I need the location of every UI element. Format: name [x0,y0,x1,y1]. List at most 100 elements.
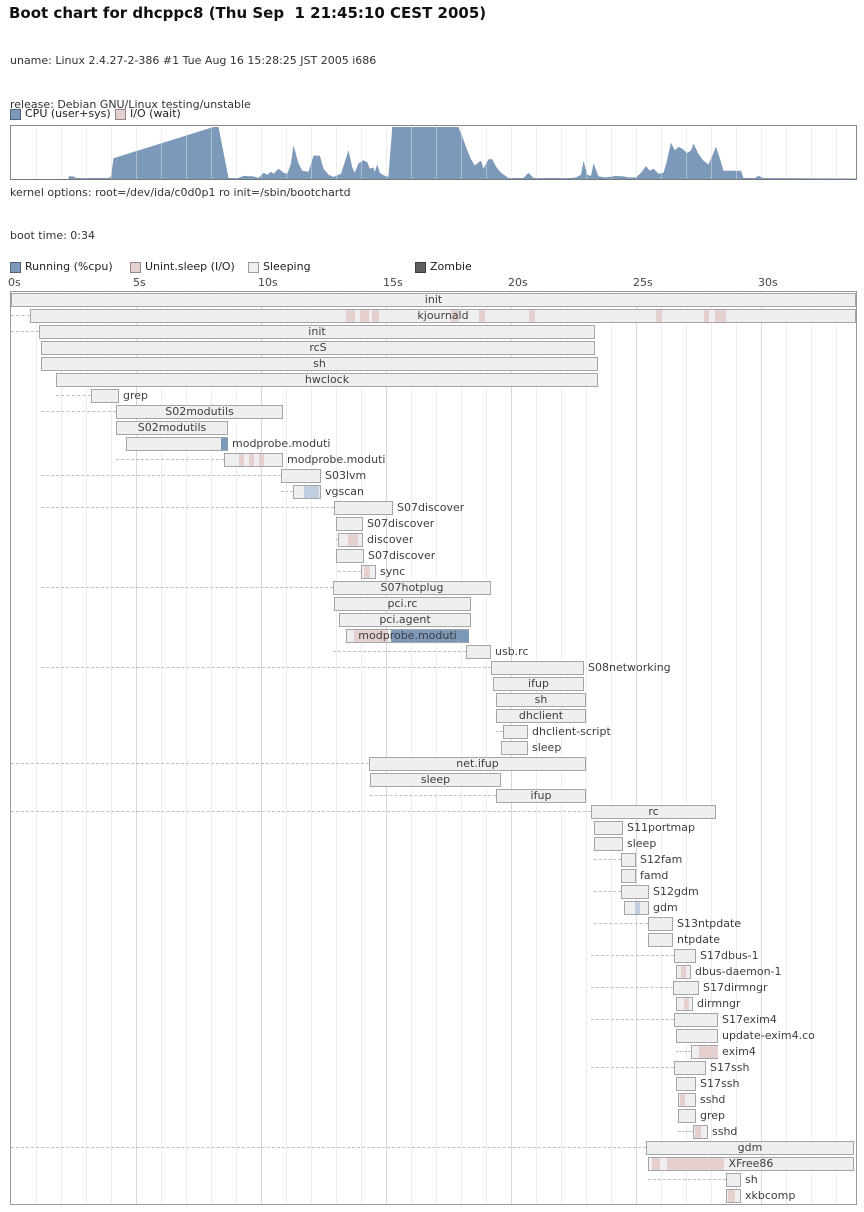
process-row: sync [11,564,856,580]
process-row: ifup [11,676,856,692]
time-axis-label: 30s [758,276,778,289]
connector-line [41,475,281,476]
process-bar [339,613,471,627]
connector-line [676,1051,691,1052]
legend-swatch-cpu-icon [10,109,21,120]
process-label: pci.agent [379,613,431,626]
process-row: init [11,324,856,340]
time-axis-label: 5s [133,276,146,289]
process-bar [41,341,595,355]
legend-label: I/O (wait) [130,107,181,120]
process-bar [126,437,228,451]
process-bar [336,549,364,563]
process-label: sync [380,565,406,578]
process-bar [503,725,528,739]
gridline [786,292,787,1204]
process-label: S07discover [367,517,435,530]
process-label: sshd [712,1125,738,1138]
process-row: sh [11,1172,856,1188]
io-segment [372,310,379,322]
connector-line [11,331,39,332]
process-label: pci.rc [387,597,418,610]
gridline [636,292,637,1204]
process-row: usb.rc [11,644,856,660]
process-row: S12gdm [11,884,856,900]
connector-line [333,651,466,652]
process-label: rcS [309,341,327,354]
process-row: sh [11,692,856,708]
legend-swatch-sleep-icon [248,262,259,273]
process-row: gdm [11,900,856,916]
io-segment [364,566,370,578]
cpul-segment [303,486,319,498]
process-row: S11portmap [11,820,856,836]
process-bar [673,981,699,995]
process-label: xkbcomp [745,1189,796,1202]
process-chart-legend: Running (%cpu) Unint.sleep (I/O) Sleeping Z… [10,260,855,274]
process-label: dirmngr [697,997,741,1010]
io-segment [348,534,358,546]
process-label: modprobe.moduti [232,437,331,450]
legend-swatch-io-icon [130,262,141,273]
connector-line [41,587,333,588]
process-bar [56,373,598,387]
cpu-segment [391,630,469,642]
gridline [61,292,62,1204]
cpu-chart-legend: CPU (user+sys) I/O (wait) [10,107,855,121]
process-row: dhclient-script [11,724,856,740]
process-label: dbus-daemon-1 [695,965,782,978]
process-label: init [424,293,443,306]
process-label: hwclock [304,373,350,386]
gridline [361,292,362,1204]
process-label: S07discover [397,501,465,514]
connector-line [648,1179,726,1180]
process-row: S08networking [11,660,856,676]
io-segment [528,310,535,322]
gridline [286,292,287,1204]
process-row: S02modutils [11,404,856,420]
process-row: sh [11,356,856,372]
process-label: gdm [653,901,678,914]
process-label: S17dirmngr [703,981,768,994]
gridline [461,292,462,1204]
io-segment [354,630,388,642]
io-segment [684,998,689,1010]
process-bar [726,1173,741,1187]
process-row: init [11,292,856,308]
kernel-options-line: kernel options: root=/dev/ida/c0d0p1 ro … [10,185,351,199]
process-gantt-chart: init kjournald init rcS sh hwclock grep S02modu… [10,291,857,1205]
process-bar [496,709,586,723]
process-label: ifup [530,789,552,802]
process-bar [621,885,649,899]
process-bar [591,805,716,819]
process-label: ifup [528,677,549,690]
connector-line [594,923,648,924]
io-segment [239,454,244,466]
process-bar [116,421,228,435]
process-row: grep [11,388,856,404]
connector-line [338,571,361,572]
io-segment [681,966,686,978]
process-bar [496,693,586,707]
gridline [811,292,812,1204]
legend-label: CPU (user+sys) [25,107,111,120]
process-bar [41,357,598,371]
process-bar [491,661,584,675]
process-label: S07hotplug [380,581,444,594]
gridline [336,292,337,1204]
process-row: dhclient [11,708,856,724]
process-bar [370,773,501,787]
process-label: S17ssh [710,1061,750,1074]
process-bar [496,789,586,803]
process-row: rcS [11,340,856,356]
gridline [561,292,562,1204]
process-label: famd [640,869,669,882]
process-label: sh [534,693,548,706]
gridline [761,292,762,1204]
process-label: usb.rc [495,645,529,658]
gridline [236,292,237,1204]
process-row: S13ntpdate [11,916,856,932]
io-segment [451,310,459,322]
io-segment [249,454,254,466]
connector-line [591,955,674,956]
